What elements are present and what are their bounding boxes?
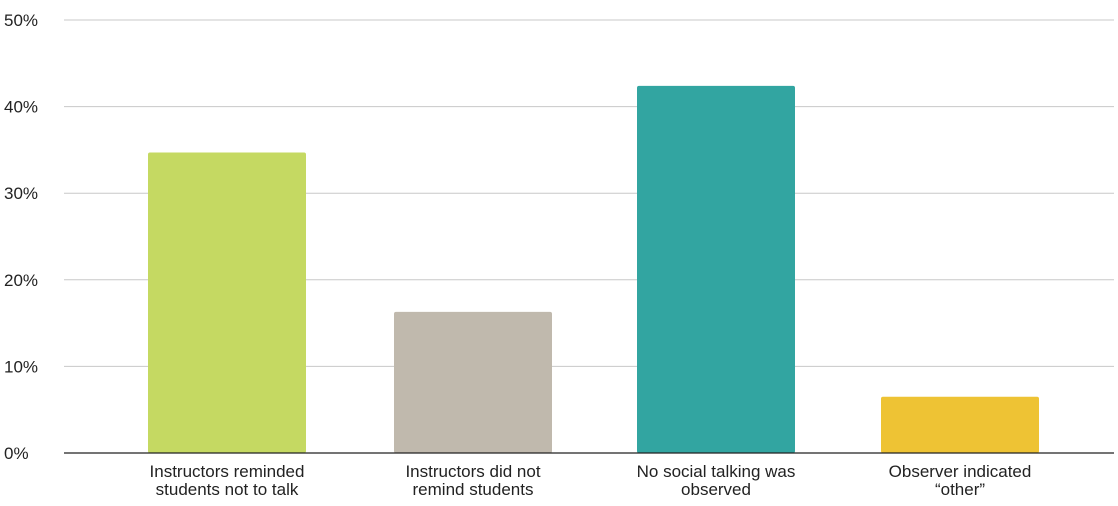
x-category-label-line: “other” <box>935 480 985 499</box>
y-tick-label: 30% <box>4 184 38 203</box>
bar <box>881 396 1039 453</box>
y-tick-label: 10% <box>4 357 38 376</box>
x-category-label-line: Observer indicated <box>889 462 1032 481</box>
x-category-label: Instructors reminded students not to talk <box>150 462 305 499</box>
x-category-label-line: No social talking was <box>637 462 796 481</box>
x-category-label-line: Instructors reminded <box>150 462 305 481</box>
bars <box>148 85 1039 454</box>
y-tick-label: 40% <box>4 98 38 117</box>
x-category-label-line: students not to talk <box>156 480 299 499</box>
y-tick-label: 0% <box>4 444 29 463</box>
x-category-label: No social talking was observed <box>637 462 796 499</box>
x-axis-category-labels: Instructors reminded students not to talk… <box>150 462 1032 499</box>
y-tick-label: 50% <box>4 11 38 30</box>
y-tick-label: 20% <box>4 271 38 290</box>
bar <box>148 152 306 454</box>
x-category-label-line: Instructors did not <box>405 462 540 481</box>
x-category-label-line: observed <box>681 480 751 499</box>
bar <box>637 85 795 453</box>
x-category-label: Instructors did not remind students <box>405 462 540 499</box>
y-axis-tick-labels: 0% 10% 20% 30% 40% 50% <box>4 11 38 463</box>
x-category-label: Observer indicated “other” <box>889 462 1032 499</box>
x-category-label-line: remind students <box>413 480 534 499</box>
bar <box>394 311 552 453</box>
